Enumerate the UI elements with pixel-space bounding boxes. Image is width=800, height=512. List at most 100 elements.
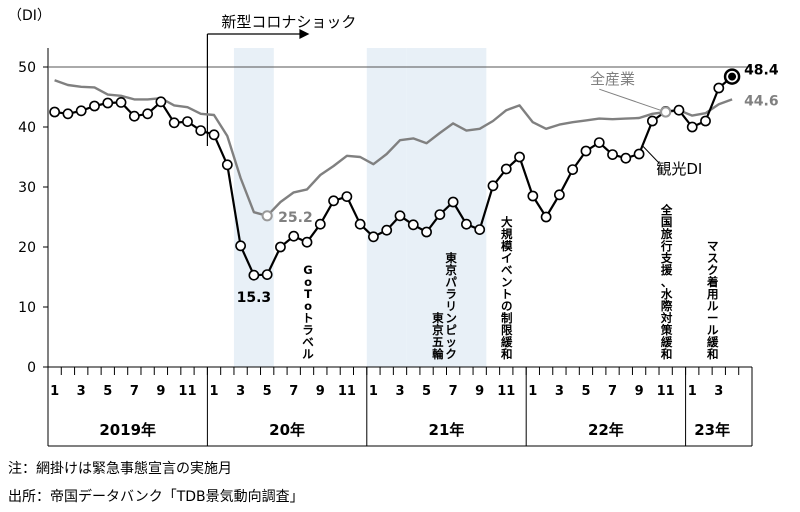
x-tick-label: 7 — [449, 384, 458, 399]
shock-label: 新型コロナショック — [221, 13, 356, 31]
kanko-di-point — [275, 241, 286, 253]
y-tick-label: 30 — [18, 180, 36, 196]
kanko-di-point — [261, 269, 273, 280]
kanko-di-point — [288, 230, 300, 242]
x-tick-label: 1 — [528, 384, 537, 399]
kanko-di-point — [62, 108, 74, 120]
kanko-di-point — [115, 97, 127, 108]
zen-sangyo-highlight-point — [261, 210, 273, 222]
kanko-di-point — [713, 82, 725, 94]
event-olympic-label: 東京五輪 — [432, 311, 444, 361]
year-label: 20年 — [269, 421, 305, 439]
x-tick-label: 5 — [103, 384, 112, 399]
kanko-di-point — [407, 219, 419, 231]
year-label: 2019年 — [99, 421, 156, 439]
kanko-di-point — [248, 269, 260, 281]
x-tick-label: 3 — [714, 384, 723, 399]
zen-sangyo-leader — [599, 88, 661, 111]
kanko-di-leader — [641, 144, 660, 164]
year-label: 21年 — [429, 421, 465, 439]
kanko-di-last-dot — [728, 72, 737, 81]
kanko-di-point — [461, 218, 472, 230]
x-tick-label: 3 — [236, 384, 245, 399]
x-tick-label: 7 — [130, 384, 139, 399]
y-tick-label: 50 — [18, 60, 36, 76]
kanko-di-point — [686, 121, 698, 133]
zen-sangyo-line — [54, 79, 733, 218]
kanko-di-point — [514, 151, 525, 163]
kanko-di-point — [646, 115, 658, 127]
kanko-di-point — [314, 218, 326, 230]
emergency-shading — [366, 48, 407, 367]
x-tick-label: 1 — [369, 384, 378, 399]
kanko-di-point — [553, 189, 565, 201]
y-tick-label: 0 — [27, 360, 36, 376]
kanko-di-point — [75, 105, 87, 117]
kanko-di-point — [500, 163, 512, 175]
min-kanko-label: 15.3 — [237, 290, 272, 306]
zen-sangyo-highlight-point — [660, 106, 672, 118]
kanko-di-point — [195, 125, 207, 137]
event-paralympic-label: 東京パラリンピック — [445, 251, 457, 361]
x-tick-label: 11 — [657, 384, 675, 399]
x-tick-label: 9 — [156, 384, 165, 399]
x-tick-label: 1 — [688, 384, 697, 399]
y-tick-label: 40 — [18, 120, 36, 136]
kanko-di-point — [155, 96, 167, 108]
kanko-di-point — [381, 224, 393, 236]
last-zen-label: 44.6 — [744, 93, 779, 109]
y-unit-label: （DI） — [8, 8, 51, 24]
kanko-di-point — [394, 210, 406, 222]
kanko-di-point — [633, 148, 645, 160]
kanko-di-point — [421, 226, 432, 238]
x-tick-label: 5 — [263, 384, 272, 399]
kanko-di-point — [301, 236, 313, 248]
kanko-di-point — [221, 159, 233, 171]
kanko-di-point — [341, 191, 353, 202]
year-label: 23年 — [694, 421, 730, 439]
x-tick-label: 3 — [395, 384, 404, 399]
x-tick-label: 11 — [338, 384, 356, 399]
kanko-di-point — [580, 145, 592, 157]
x-tick-label: 9 — [635, 384, 644, 399]
source-note: 出所：帝国データバンク「TDB景気動向調査」 — [8, 489, 304, 505]
kanko-di-point — [593, 137, 605, 148]
kanko-di-point — [540, 211, 552, 223]
kanko-di-point — [182, 116, 193, 127]
min-zen-label: 25.2 — [278, 210, 313, 226]
kanko-di-point — [527, 190, 539, 202]
x-tick-label: 1 — [50, 384, 59, 399]
kanko-di-point — [620, 152, 632, 164]
kanko-di-point — [673, 104, 685, 116]
last-kanko-label: 48.4 — [744, 63, 779, 79]
kanko-di-point — [102, 97, 114, 109]
x-tick-label: 3 — [555, 384, 564, 399]
kanko-di-point — [89, 100, 100, 112]
x-tick-label: 9 — [316, 384, 325, 399]
kanko-di-line — [54, 75, 733, 277]
kanko-di-point — [474, 224, 486, 235]
kanko-di-point — [142, 108, 154, 120]
kanko-di-point — [168, 117, 180, 129]
kanko-di-point — [607, 149, 618, 160]
kanko-di-point — [700, 115, 711, 127]
zen-sangyo-name-label: 全産業 — [590, 70, 635, 88]
x-tick-label: 7 — [289, 384, 298, 399]
kanko-di-point — [235, 240, 247, 252]
y-tick-label: 20 — [18, 240, 36, 256]
x-tick-label: 3 — [77, 384, 86, 399]
x-tick-label: 7 — [608, 384, 617, 399]
event-travel-support-label: 全国旅行支援、水際対策緩和 — [660, 203, 673, 361]
kanko-di-point — [354, 218, 366, 230]
emergency-shading — [233, 48, 274, 367]
kanko-di-point — [434, 209, 446, 220]
kanko-di-point — [328, 195, 339, 207]
x-tick-label: 5 — [422, 384, 431, 399]
x-tick-label: 1 — [210, 384, 219, 399]
kanko-di-name-label: 観光DI — [656, 160, 702, 178]
kanko-di-point — [49, 106, 61, 118]
y-tick-label: 10 — [18, 300, 36, 316]
kanko-di-point — [368, 231, 379, 243]
